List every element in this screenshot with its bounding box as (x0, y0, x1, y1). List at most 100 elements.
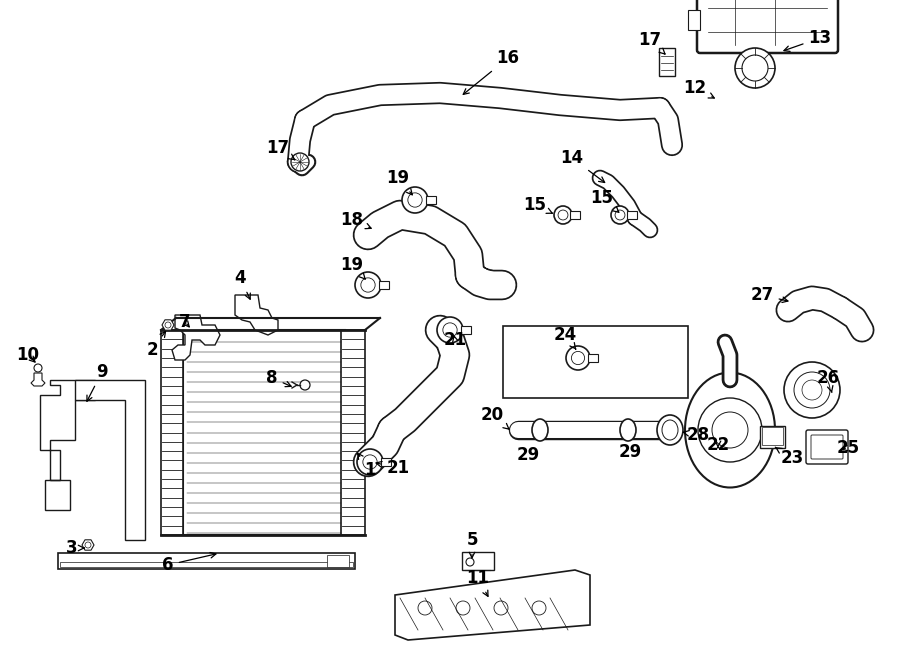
Circle shape (361, 278, 375, 292)
Bar (462, 552, 494, 570)
Bar (183, 330, 345, 535)
Text: 3: 3 (67, 539, 84, 557)
Circle shape (418, 601, 432, 615)
Circle shape (572, 352, 585, 365)
Circle shape (408, 193, 422, 207)
Text: 28: 28 (683, 426, 709, 444)
Circle shape (735, 48, 775, 88)
Text: 11: 11 (466, 569, 490, 596)
Circle shape (443, 323, 457, 337)
Circle shape (558, 210, 568, 220)
Text: 29: 29 (618, 443, 642, 461)
Circle shape (794, 372, 830, 408)
Circle shape (532, 601, 546, 615)
Text: 6: 6 (162, 553, 216, 574)
Text: 29: 29 (517, 446, 540, 464)
Polygon shape (82, 540, 94, 550)
Text: 10: 10 (16, 346, 40, 364)
Ellipse shape (685, 373, 775, 488)
Bar (58, 553, 355, 569)
Polygon shape (395, 570, 590, 640)
Text: 26: 26 (816, 369, 840, 393)
Text: 19: 19 (386, 169, 412, 195)
Bar (688, 10, 700, 30)
Polygon shape (162, 320, 174, 330)
Text: 17: 17 (266, 139, 295, 160)
Circle shape (466, 558, 474, 566)
Text: 21: 21 (376, 459, 410, 477)
Bar (461, 326, 471, 334)
Text: 13: 13 (784, 29, 832, 52)
Text: 15: 15 (524, 196, 553, 214)
Circle shape (566, 346, 590, 370)
Text: 12: 12 (683, 79, 715, 98)
Circle shape (437, 317, 463, 343)
Bar (588, 354, 598, 362)
Circle shape (402, 187, 428, 213)
Text: 1: 1 (357, 453, 376, 479)
Polygon shape (235, 295, 278, 335)
Polygon shape (40, 380, 95, 510)
Circle shape (712, 412, 748, 448)
Circle shape (456, 601, 470, 615)
Bar (762, 427, 783, 445)
Text: 21: 21 (444, 331, 466, 349)
Bar (161, 330, 183, 535)
Text: 5: 5 (466, 531, 478, 558)
Text: 22: 22 (706, 436, 730, 454)
Text: 16: 16 (464, 49, 519, 95)
Ellipse shape (657, 415, 683, 445)
Circle shape (611, 206, 629, 224)
Bar (760, 426, 785, 448)
Text: 14: 14 (561, 149, 605, 182)
Circle shape (615, 210, 625, 220)
Polygon shape (172, 315, 220, 360)
Bar (379, 281, 389, 289)
Text: 9: 9 (87, 363, 108, 401)
Text: 18: 18 (340, 211, 371, 229)
Circle shape (300, 380, 310, 390)
Bar (341, 330, 365, 535)
Text: 2: 2 (146, 331, 166, 359)
Circle shape (355, 272, 381, 298)
Text: 19: 19 (340, 256, 365, 279)
Circle shape (291, 153, 309, 171)
Circle shape (357, 449, 383, 475)
Circle shape (802, 380, 822, 400)
Text: 4: 4 (234, 269, 250, 299)
Polygon shape (31, 373, 45, 386)
Text: 27: 27 (751, 286, 788, 304)
Text: 23: 23 (775, 447, 804, 467)
Circle shape (554, 206, 572, 224)
Bar (503, 326, 688, 398)
FancyBboxPatch shape (697, 0, 838, 53)
FancyBboxPatch shape (811, 435, 843, 459)
Bar (327, 555, 349, 567)
Text: 15: 15 (590, 189, 619, 212)
Bar (570, 211, 580, 219)
Circle shape (363, 455, 377, 469)
Text: 20: 20 (481, 406, 509, 429)
Circle shape (784, 362, 840, 418)
Bar (381, 458, 391, 466)
Circle shape (34, 364, 42, 372)
Bar (659, 48, 675, 76)
Ellipse shape (620, 419, 636, 441)
Text: 7: 7 (179, 313, 191, 331)
Ellipse shape (662, 420, 678, 440)
Text: 24: 24 (554, 326, 577, 349)
Ellipse shape (532, 419, 548, 441)
Bar (60, 562, 353, 567)
Text: 25: 25 (836, 439, 860, 457)
Circle shape (698, 398, 762, 462)
Text: 8: 8 (266, 369, 292, 387)
Bar (426, 196, 436, 204)
Bar (627, 211, 637, 219)
FancyBboxPatch shape (806, 430, 848, 464)
Circle shape (165, 322, 171, 328)
Circle shape (494, 601, 508, 615)
Circle shape (742, 55, 768, 81)
Text: 17: 17 (638, 31, 665, 54)
Polygon shape (75, 380, 145, 540)
Circle shape (85, 542, 91, 548)
